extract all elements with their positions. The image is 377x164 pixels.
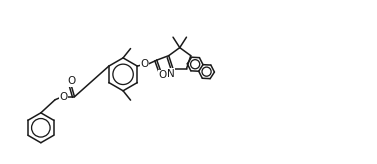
Text: O: O	[141, 59, 149, 69]
Text: N: N	[167, 69, 175, 79]
Text: O: O	[59, 92, 67, 102]
Text: O: O	[67, 76, 76, 86]
Text: O: O	[159, 71, 167, 81]
